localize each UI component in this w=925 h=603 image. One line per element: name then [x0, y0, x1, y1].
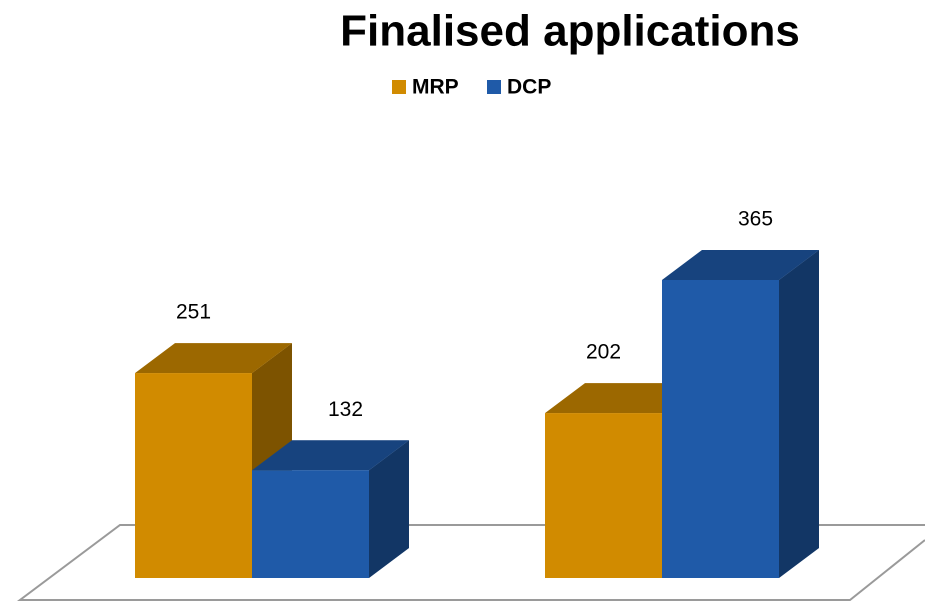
legend-label: DCP — [507, 76, 551, 99]
bar-side — [369, 440, 409, 578]
bar — [662, 280, 779, 578]
bar-top — [135, 343, 292, 374]
bar — [252, 470, 369, 578]
value-label: 132 — [328, 398, 363, 421]
bar-side-shade — [779, 250, 819, 578]
bar-top — [252, 440, 409, 471]
value-label: 365 — [738, 208, 773, 231]
bar-top — [662, 250, 819, 280]
legend-swatch — [487, 80, 501, 94]
bar-top-shade — [662, 250, 819, 280]
legend-label: MRP — [412, 76, 459, 99]
chart-title: Finalised applications — [340, 7, 800, 56]
bar-top-shade — [252, 440, 409, 471]
bar-top-shade — [135, 343, 292, 374]
value-label: 251 — [176, 301, 211, 324]
bar-side — [779, 250, 819, 578]
bar-side-shade — [369, 440, 409, 578]
legend-swatch — [392, 80, 406, 94]
bar — [545, 413, 662, 578]
bar — [135, 373, 252, 578]
value-label: 202 — [586, 341, 621, 364]
